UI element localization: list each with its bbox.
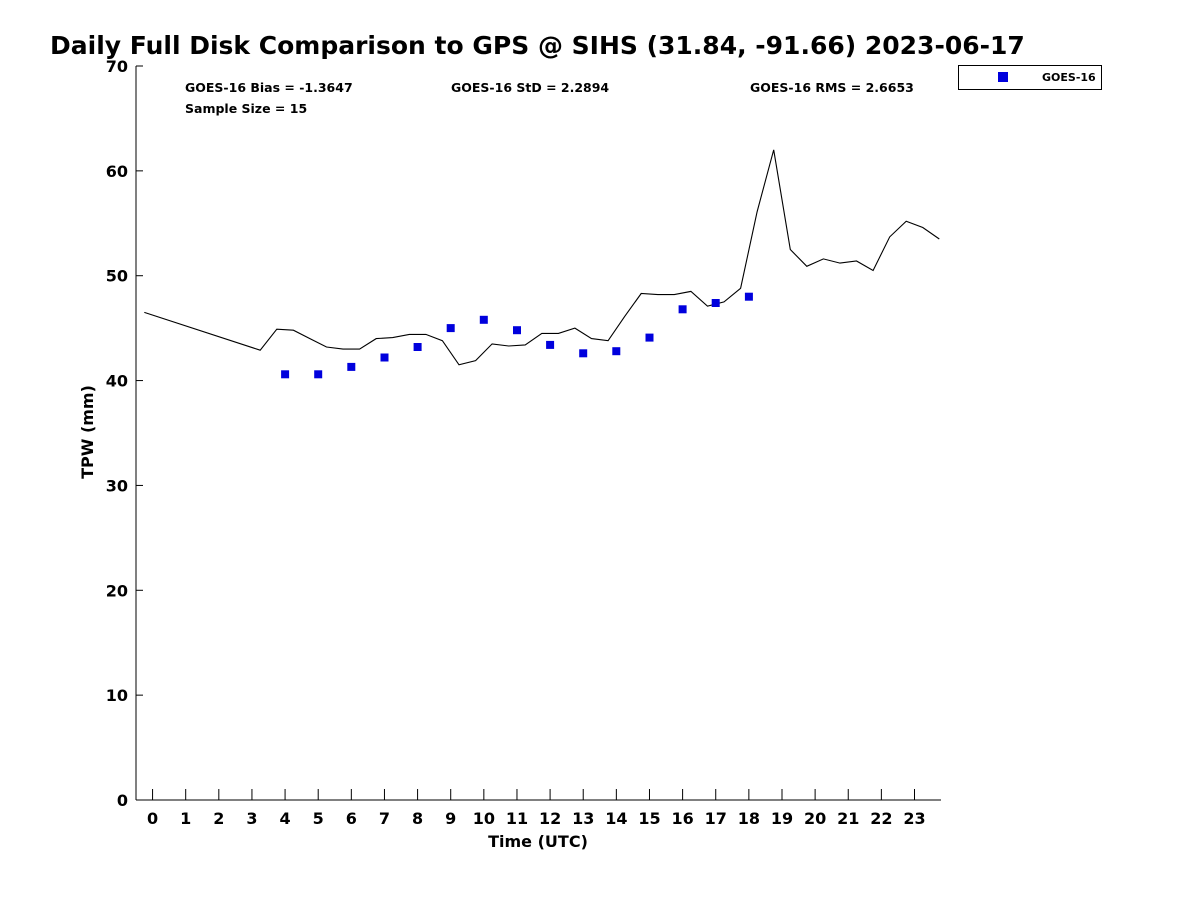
y-tick-label: 70 (106, 57, 128, 76)
x-tick-label: 13 (572, 809, 594, 828)
legend-marker-goes16 (998, 72, 1008, 82)
legend: GOES-16 (958, 65, 1102, 90)
x-tick-label: 21 (837, 809, 859, 828)
goes16-point (413, 343, 422, 351)
x-tick-label: 1 (180, 809, 191, 828)
goes16-point (678, 305, 687, 314)
goes16-point (446, 324, 455, 333)
x-tick-label: 11 (506, 809, 528, 828)
x-tick-label: 3 (246, 809, 257, 828)
goes16-point (380, 353, 389, 362)
y-tick-label: 30 (106, 476, 128, 495)
std-stat: GOES-16 StD = 2.2894 (451, 80, 609, 95)
x-tick-label: 18 (738, 809, 760, 828)
goes16-point (579, 349, 588, 358)
y-tick-label: 40 (106, 372, 128, 391)
x-tick-label: 6 (346, 809, 357, 828)
x-axis-label: Time (UTC) (488, 832, 588, 851)
x-tick-label: 9 (445, 809, 456, 828)
y-tick-label: 50 (106, 267, 128, 286)
x-ticks: 0 1 2 3 4 5 6 7 8 9 10 11 12 13 14 15 16 17 18 19 20 21 22 23 (147, 789, 926, 828)
x-tick-label: 5 (313, 809, 324, 828)
goes16-point (645, 333, 654, 342)
y-tick-label: 20 (106, 581, 128, 600)
goes16-point (513, 326, 521, 335)
y-tick-label: 0 (117, 791, 128, 810)
gps-series-line (144, 149, 940, 366)
x-tick-label: 22 (870, 809, 892, 828)
x-tick-label: 19 (771, 809, 793, 828)
x-tick-label: 7 (379, 809, 390, 828)
sample-size-stat: Sample Size = 15 (185, 101, 307, 116)
y-tick-label: 10 (106, 686, 128, 705)
goes16-series-points (281, 292, 753, 379)
goes16-point (711, 299, 720, 307)
x-tick-label: 16 (671, 809, 693, 828)
x-tick-label: 12 (539, 809, 561, 828)
rms-stat: GOES-16 RMS = 2.6653 (750, 80, 914, 95)
x-tick-label: 8 (412, 809, 423, 828)
x-tick-label: 23 (903, 809, 925, 828)
x-tick-label: 0 (147, 809, 158, 828)
x-tick-label: 4 (280, 809, 291, 828)
goes16-point (546, 340, 555, 349)
chart-title: Daily Full Disk Comparison to GPS @ SIHS… (50, 31, 1025, 60)
goes16-point (314, 370, 323, 379)
x-tick-label: 15 (638, 809, 660, 828)
x-tick-label: 2 (213, 809, 224, 828)
y-tick-label: 60 (106, 162, 128, 181)
goes16-point (612, 347, 621, 356)
bias-stat: GOES-16 Bias = -1.3647 (185, 80, 353, 95)
goes16-point (281, 370, 290, 379)
plot-axes (135, 66, 941, 801)
goes16-point (479, 315, 488, 324)
gps-line (144, 149, 940, 366)
x-tick-label: 17 (705, 809, 727, 828)
y-ticks: 0 10 20 30 40 50 60 70 (106, 57, 143, 810)
goes16-point (347, 362, 356, 371)
x-tick-label: 20 (804, 809, 826, 828)
y-axis-label: TPW (mm) (78, 385, 97, 479)
goes16-point (744, 292, 753, 301)
x-tick-label: 14 (605, 809, 627, 828)
legend-label-goes16: GOES-16 (1042, 71, 1096, 84)
x-tick-label: 10 (473, 809, 495, 828)
legend-box (958, 65, 1102, 90)
